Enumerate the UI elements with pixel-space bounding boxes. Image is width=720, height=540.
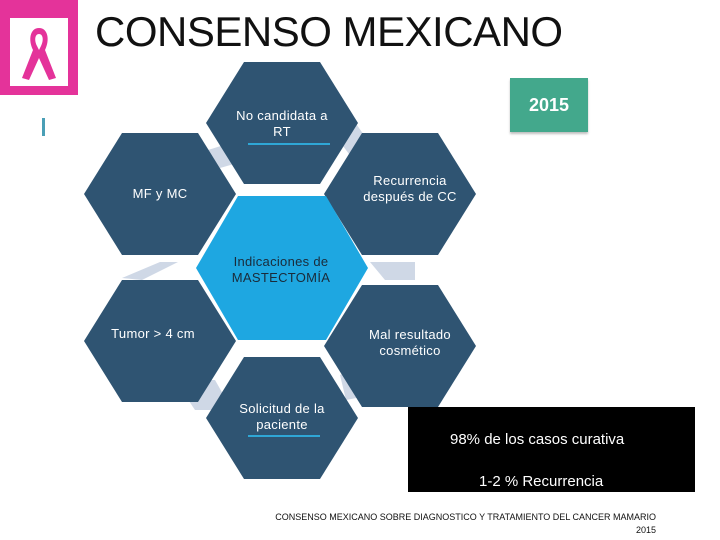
- node-label-solicitud: Solicitud de la paciente: [239, 401, 325, 432]
- page-title: CONSENSO MEXICANO: [95, 8, 563, 55]
- hex-tumor: [84, 280, 236, 402]
- node-label-mal-resultado: Mal resultado cosmético: [369, 327, 451, 358]
- node-underline: [248, 435, 320, 437]
- hex-mf-mc: [84, 133, 236, 255]
- logo-panel: [0, 0, 78, 95]
- logo-divider: [42, 118, 45, 136]
- citation: CONSENSO MEXICANO SOBRE DIAGNOSTICO Y TR…: [275, 511, 656, 537]
- year-badge: 2015: [510, 78, 588, 132]
- stats-box: 98% de los casos curativa 1-2 % Recurren…: [408, 407, 695, 492]
- hex-solicitud: [206, 357, 358, 479]
- hex-no-candidata: [206, 62, 358, 184]
- stat-recurrencia: 1-2 % Recurrencia: [479, 473, 604, 490]
- connector-left: [122, 262, 178, 280]
- hex-center: [196, 196, 368, 340]
- node-label-no-candidata: No candidata a RT: [236, 108, 328, 139]
- hex-recurrencia: [324, 133, 476, 255]
- pink-ribbon-icon: [10, 18, 68, 86]
- node-label-tumor: Tumor > 4 cm: [111, 326, 195, 341]
- connector-right: [370, 262, 415, 280]
- citation-line-2: 2015: [635, 525, 656, 535]
- node-underline: [248, 143, 330, 145]
- hex-mal-resultado: [324, 285, 476, 407]
- center-label: Indicaciones de MASTECTOMÍA: [231, 254, 331, 285]
- citation-line-1: CONSENSO MEXICANO SOBRE DIAGNOSTICO Y TR…: [275, 512, 656, 522]
- stat-curativa: 98% de los casos curativa: [450, 431, 625, 448]
- node-label-mf-mc: MF y MC: [132, 186, 188, 201]
- node-label-recurrencia: Recurrencia después de CC: [363, 173, 457, 204]
